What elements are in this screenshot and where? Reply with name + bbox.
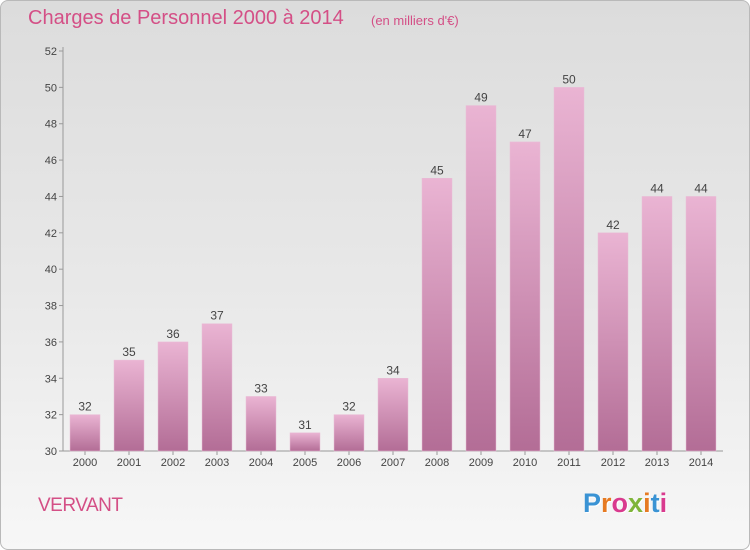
logo-letter: P [583, 488, 602, 518]
value-label: 36 [166, 327, 180, 341]
value-label: 32 [78, 400, 92, 414]
bar-2009 [465, 105, 497, 452]
x-tick-label: 2006 [337, 457, 361, 469]
bar-2014 [685, 196, 717, 452]
bar-2013 [641, 196, 673, 452]
bar-2011 [553, 87, 585, 452]
bar-2000 [69, 414, 101, 452]
x-tick-label: 2012 [601, 457, 625, 469]
x-tick-label: 2011 [557, 457, 581, 469]
x-tick-label: 2002 [161, 457, 185, 469]
x-tick-label: 2010 [513, 457, 537, 469]
bar-2012 [597, 232, 629, 452]
x-tick-label: 2001 [117, 457, 141, 469]
bar-2001 [113, 359, 145, 452]
x-tick-label: 2000 [73, 457, 97, 469]
bar-2005 [289, 432, 321, 452]
logo-letter: r [601, 488, 612, 518]
bar-2008 [421, 178, 453, 452]
value-label: 49 [474, 91, 488, 105]
value-label: 44 [694, 181, 708, 195]
y-tick-label: 50 [45, 82, 57, 94]
y-tick-label: 44 [45, 191, 57, 203]
bar-2002 [157, 341, 189, 452]
y-tick-label: 52 [45, 46, 57, 58]
logo-letter: t [650, 488, 660, 518]
value-label: 32 [342, 400, 356, 414]
y-tick-label: 34 [45, 373, 57, 385]
bar-2003 [201, 323, 233, 452]
logo-letter: i [659, 488, 668, 518]
bar-2006 [333, 414, 365, 452]
chart-labels: 2000 32 2001 35 2002 36 2003 37 2004 33 2005 31 2006… [73, 72, 713, 469]
value-label: 33 [254, 381, 268, 395]
x-tick-label: 2003 [205, 457, 229, 469]
y-tick-label: 40 [45, 264, 57, 276]
commune-name: VERVANT [38, 495, 123, 516]
logo-letter: x [628, 488, 644, 518]
bar-2010 [509, 141, 541, 452]
chart-title: Charges de Personnel 2000 à 2014 [28, 7, 344, 29]
value-label: 44 [650, 181, 664, 195]
chart-subtitle: (en milliers d'€) [371, 13, 459, 28]
x-tick-label: 2008 [425, 457, 449, 469]
proxiti-logo: Proxiti [583, 488, 667, 519]
value-label: 42 [606, 218, 620, 232]
value-label: 47 [518, 127, 532, 141]
bar-2007 [377, 378, 409, 452]
value-label: 37 [210, 309, 224, 323]
value-label: 45 [430, 163, 444, 177]
value-label: 35 [122, 345, 136, 359]
y-tick-label: 38 [45, 301, 57, 313]
x-tick-label: 2007 [381, 457, 405, 469]
x-tick-label: 2004 [249, 457, 273, 469]
y-tick-label: 30 [45, 446, 57, 458]
y-tick-label: 36 [45, 337, 57, 349]
logo-letter: i [643, 488, 651, 518]
y-tick-label: 32 [45, 410, 57, 422]
y-tick-label: 42 [45, 228, 57, 240]
y-tick-label: 48 [45, 119, 57, 131]
x-tick-label: 2009 [469, 457, 493, 469]
value-label: 31 [298, 418, 312, 432]
bar-2004 [245, 396, 277, 452]
logo-letter: o [611, 488, 629, 518]
value-label: 50 [562, 72, 576, 86]
x-tick-label: 2014 [689, 457, 713, 469]
value-label: 34 [386, 363, 400, 377]
y-tick-label: 46 [45, 155, 57, 167]
chart-bars [69, 87, 717, 452]
x-tick-label: 2005 [293, 457, 317, 469]
x-tick-label: 2013 [645, 457, 669, 469]
